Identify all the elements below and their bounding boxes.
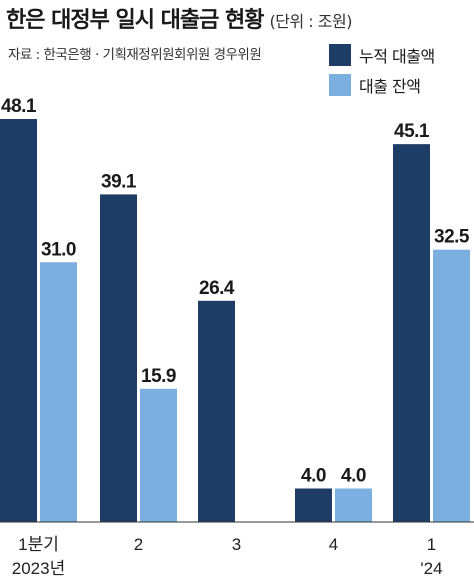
bar-cumulative-1 — [100, 194, 137, 523]
bar-cumulative-3 — [295, 488, 332, 522]
legend: 누적 대출액 대출 잔액 — [329, 40, 435, 100]
bar-balance-4 — [433, 249, 470, 522]
legend-item-balance: 대출 잔액 — [329, 70, 435, 100]
legend-label-balance: 대출 잔액 — [359, 77, 421, 96]
period-label-0: 2023년 — [12, 559, 65, 578]
legend-swatch-balance — [329, 74, 351, 96]
value-label-cumulative-0: 48.1 — [1, 96, 37, 117]
x-tick-label-1: 2 — [134, 535, 143, 554]
x-tick-label-0: 1분기 — [18, 535, 59, 554]
x-tick-label-2: 3 — [232, 535, 241, 554]
value-label-cumulative-1: 39.1 — [101, 171, 137, 192]
source-note: 자료 : 한국은행 · 기획재정위원회위원 경우위원 — [8, 47, 262, 63]
chart-header: 한은 대정부 일시 대출금 현황 (단위 : 조원) — [6, 2, 352, 36]
bar-cumulative-4 — [393, 144, 430, 522]
legend-label-cumulative: 누적 대출액 — [359, 47, 435, 66]
value-label-balance-4: 32.5 — [434, 227, 470, 248]
value-label-cumulative-4: 45.1 — [394, 121, 430, 142]
legend-item-cumulative: 누적 대출액 — [329, 40, 435, 70]
bar-balance-3 — [335, 488, 372, 522]
x-tick-label-3: 4 — [329, 535, 338, 554]
bar-cumulative-2 — [198, 300, 235, 522]
bar-cumulative-0 — [0, 119, 37, 522]
unit-label: (단위 : 조원) — [269, 12, 353, 31]
value-label-balance-0: 31.0 — [41, 239, 76, 260]
bar-balance-1 — [140, 388, 177, 522]
value-label-cumulative-3: 4.0 — [301, 465, 326, 486]
bar-balance-0 — [40, 262, 77, 522]
value-label-balance-3: 4.0 — [341, 465, 366, 486]
chart-title: 한은 대정부 일시 대출금 현황 — [6, 8, 265, 33]
period-label-4: '24 — [420, 559, 442, 578]
legend-swatch-cumulative — [329, 44, 351, 66]
x-tick-label-4: 1 — [427, 535, 436, 554]
value-label-cumulative-2: 26.4 — [199, 278, 235, 299]
value-label-balance-1: 15.9 — [141, 366, 176, 387]
